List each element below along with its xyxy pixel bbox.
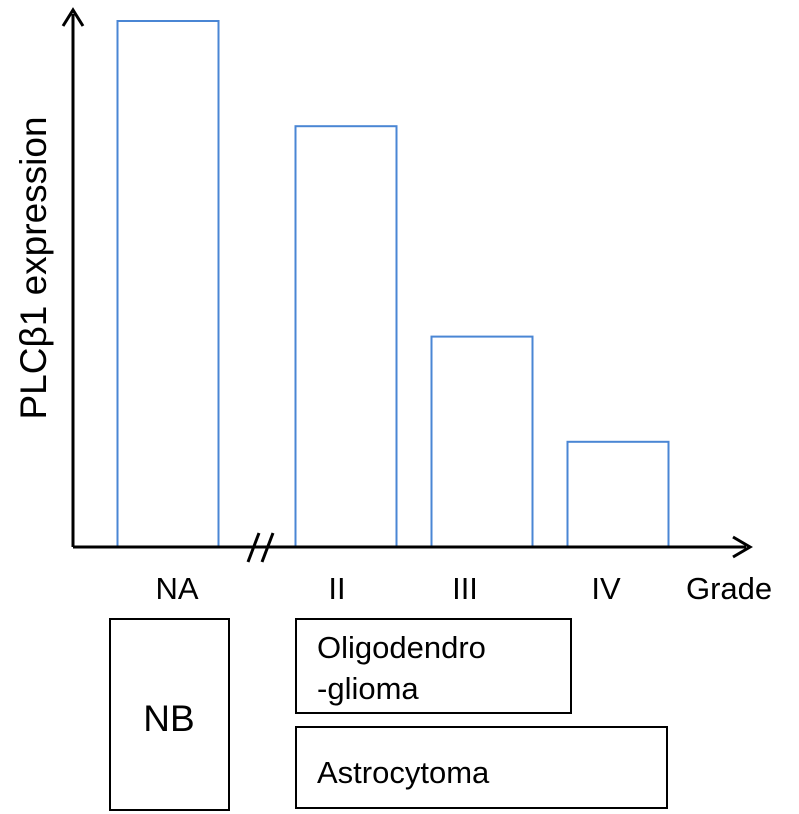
y-axis-arrowhead	[61, 7, 85, 27]
x-axis-arrowhead	[732, 535, 753, 559]
axis-break	[246, 532, 275, 563]
tick-label-na: NA	[155, 571, 198, 606]
nb-box	[109, 618, 230, 811]
bar-iv	[566, 440, 670, 548]
oligodendroglioma-label-line2: -glioma	[317, 671, 419, 706]
x-axis-label: Grade	[686, 571, 772, 606]
tick-label-iv: IV	[591, 571, 621, 606]
astrocytoma-label: Astrocytoma	[317, 755, 490, 790]
bar-ii	[294, 125, 398, 548]
tick-label-iii: III	[452, 571, 478, 606]
oligodendroglioma-label-line1: Oligodendro	[317, 630, 486, 665]
y-axis-label: PLCβ1 expression	[13, 116, 54, 419]
oligodendroglioma-box	[295, 618, 572, 714]
astrocytoma-box	[295, 726, 668, 809]
bar-iii	[430, 335, 534, 548]
bars-group	[116, 20, 670, 548]
bar-na	[116, 20, 220, 548]
tick-label-ii: II	[328, 571, 345, 606]
nb-label: NB	[143, 698, 194, 739]
